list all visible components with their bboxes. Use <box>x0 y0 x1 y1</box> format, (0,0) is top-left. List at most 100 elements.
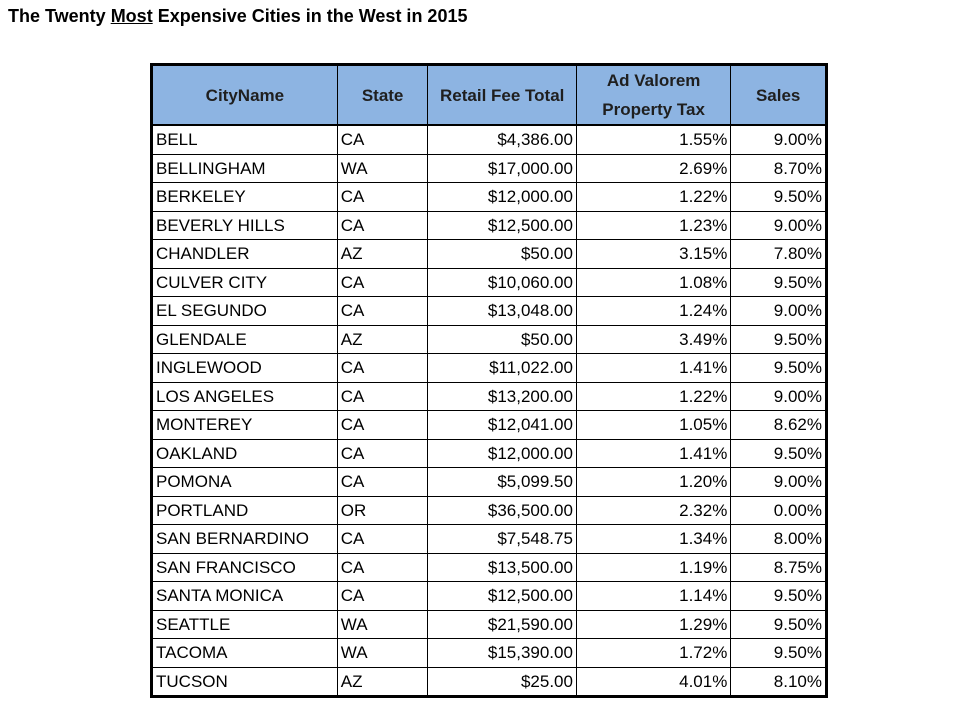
sales-tax-cell: 9.00% <box>730 124 827 155</box>
sales-tax-cell: 8.75% <box>730 552 827 582</box>
sales-tax-cell: 9.00% <box>730 467 827 497</box>
sales-tax-cell: 9.50% <box>730 609 827 639</box>
sales-tax-cell: 8.62% <box>730 410 827 440</box>
table-row: CULVER CITY CA $10,060.00 1.08% 9.50% <box>151 267 827 297</box>
table-row: CHANDLER AZ $50.00 3.15% 7.80% <box>151 239 827 269</box>
table-row: SANTA MONICA CA $12,500.00 1.14% 9.50% <box>151 581 827 611</box>
retail-fee-cell: $10,060.00 <box>427 267 577 297</box>
city-cell: BERKELEY <box>151 182 338 212</box>
property-tax-cell: 1.22% <box>575 381 732 411</box>
state-cell: WA <box>336 638 429 668</box>
retail-fee-cell: $12,000.00 <box>427 438 577 468</box>
property-tax-cell: 1.14% <box>575 581 732 611</box>
state-cell: AZ <box>336 666 429 697</box>
table-row: POMONA CA $5,099.50 1.20% 9.00% <box>151 467 827 497</box>
retail-fee-cell: $50.00 <box>427 324 577 354</box>
retail-fee-cell: $12,500.00 <box>427 210 577 240</box>
sales-tax-cell: 0.00% <box>730 495 827 525</box>
sales-tax-cell: 9.00% <box>730 210 827 240</box>
city-cell: BEVERLY HILLS <box>151 210 338 240</box>
property-tax-cell: 1.41% <box>575 438 732 468</box>
sales-tax-cell: 8.70% <box>730 153 827 183</box>
property-tax-cell: 1.22% <box>575 182 732 212</box>
table-row: OAKLAND CA $12,000.00 1.41% 9.50% <box>151 438 827 468</box>
property-tax-cell: 1.29% <box>575 609 732 639</box>
city-cell: TACOMA <box>151 638 338 668</box>
city-cell: LOS ANGELES <box>151 381 338 411</box>
table-row: LOS ANGELES CA $13,200.00 1.22% 9.00% <box>151 381 827 411</box>
sales-tax-cell: 9.50% <box>730 581 827 611</box>
city-cell: SANTA MONICA <box>151 581 338 611</box>
retail-fee-cell: $21,590.00 <box>427 609 577 639</box>
retail-fee-cell: $13,048.00 <box>427 296 577 326</box>
table-row: SEATTLE WA $21,590.00 1.29% 9.50% <box>151 609 827 639</box>
city-cell: POMONA <box>151 467 338 497</box>
table-row: BELLINGHAM WA $17,000.00 2.69% 8.70% <box>151 153 827 183</box>
sales-tax-cell: 9.50% <box>730 267 827 297</box>
city-cell: SAN FRANCISCO <box>151 552 338 582</box>
header-property-tax: Ad Valorem Property Tax <box>575 64 732 126</box>
state-cell: CA <box>336 182 429 212</box>
city-cell: INGLEWOOD <box>151 353 338 383</box>
property-tax-cell: 1.55% <box>575 124 732 155</box>
sales-tax-cell: 9.50% <box>730 638 827 668</box>
property-tax-cell: 1.05% <box>575 410 732 440</box>
property-tax-cell: 1.72% <box>575 638 732 668</box>
table-header: CityName State Retail Fee Total Ad Valor… <box>151 64 827 126</box>
table-row: MONTEREY CA $12,041.00 1.05% 8.62% <box>151 410 827 440</box>
sales-tax-cell: 9.50% <box>730 182 827 212</box>
table-row: TACOMA WA $15,390.00 1.72% 9.50% <box>151 638 827 668</box>
city-table: CityName State Retail Fee Total Ad Valor… <box>150 63 828 698</box>
title-suffix: Expensive Cities in the West in 2015 <box>152 6 468 26</box>
table-row: PORTLAND OR $36,500.00 2.32% 0.00% <box>151 495 827 525</box>
city-cell: MONTEREY <box>151 410 338 440</box>
city-cell: BELL <box>151 124 338 155</box>
sales-tax-cell: 8.10% <box>730 666 827 697</box>
header-state: State <box>336 64 429 126</box>
table-row: GLENDALE AZ $50.00 3.49% 9.50% <box>151 324 827 354</box>
state-cell: AZ <box>336 324 429 354</box>
property-tax-cell: 3.15% <box>575 239 732 269</box>
state-cell: CA <box>336 438 429 468</box>
state-cell: CA <box>336 381 429 411</box>
state-cell: CA <box>336 552 429 582</box>
table-row: SAN FRANCISCO CA $13,500.00 1.19% 8.75% <box>151 552 827 582</box>
property-tax-cell: 1.41% <box>575 353 732 383</box>
retail-fee-cell: $12,500.00 <box>427 581 577 611</box>
title-prefix: The Twenty <box>8 6 111 26</box>
state-cell: CA <box>336 210 429 240</box>
property-tax-cell: 2.69% <box>575 153 732 183</box>
retail-fee-cell: $17,000.00 <box>427 153 577 183</box>
title-emphasis: Most <box>110 6 153 26</box>
sales-tax-cell: 8.00% <box>730 524 827 554</box>
state-cell: WA <box>336 609 429 639</box>
retail-fee-cell: $7,548.75 <box>427 524 577 554</box>
retail-fee-cell: $12,041.00 <box>427 410 577 440</box>
retail-fee-cell: $15,390.00 <box>427 638 577 668</box>
property-tax-cell: 1.34% <box>575 524 732 554</box>
city-cell: PORTLAND <box>151 495 338 525</box>
city-cell: BELLINGHAM <box>151 153 338 183</box>
state-cell: CA <box>336 296 429 326</box>
header-sales: Sales <box>730 64 827 126</box>
retail-fee-cell: $13,500.00 <box>427 552 577 582</box>
table-row: EL SEGUNDO CA $13,048.00 1.24% 9.00% <box>151 296 827 326</box>
retail-fee-cell: $11,022.00 <box>427 353 577 383</box>
table-body: BELL CA $4,386.00 1.55% 9.00% BELLINGHAM WA $17… <box>151 124 827 697</box>
sales-tax-cell: 9.00% <box>730 296 827 326</box>
sales-tax-cell: 9.50% <box>730 438 827 468</box>
state-cell: CA <box>336 467 429 497</box>
header-fee: Retail Fee Total <box>427 64 577 126</box>
retail-fee-cell: $50.00 <box>427 239 577 269</box>
property-tax-cell: 1.23% <box>575 210 732 240</box>
property-tax-cell: 4.01% <box>575 666 732 697</box>
city-cell: EL SEGUNDO <box>151 296 338 326</box>
sales-tax-cell: 9.50% <box>730 324 827 354</box>
city-cell: CULVER CITY <box>151 267 338 297</box>
retail-fee-cell: $4,386.00 <box>427 124 577 155</box>
state-cell: CA <box>336 124 429 155</box>
city-cell: SAN BERNARDINO <box>151 524 338 554</box>
table-row: BERKELEY CA $12,000.00 1.22% 9.50% <box>151 182 827 212</box>
city-cell: OAKLAND <box>151 438 338 468</box>
city-cell: SEATTLE <box>151 609 338 639</box>
